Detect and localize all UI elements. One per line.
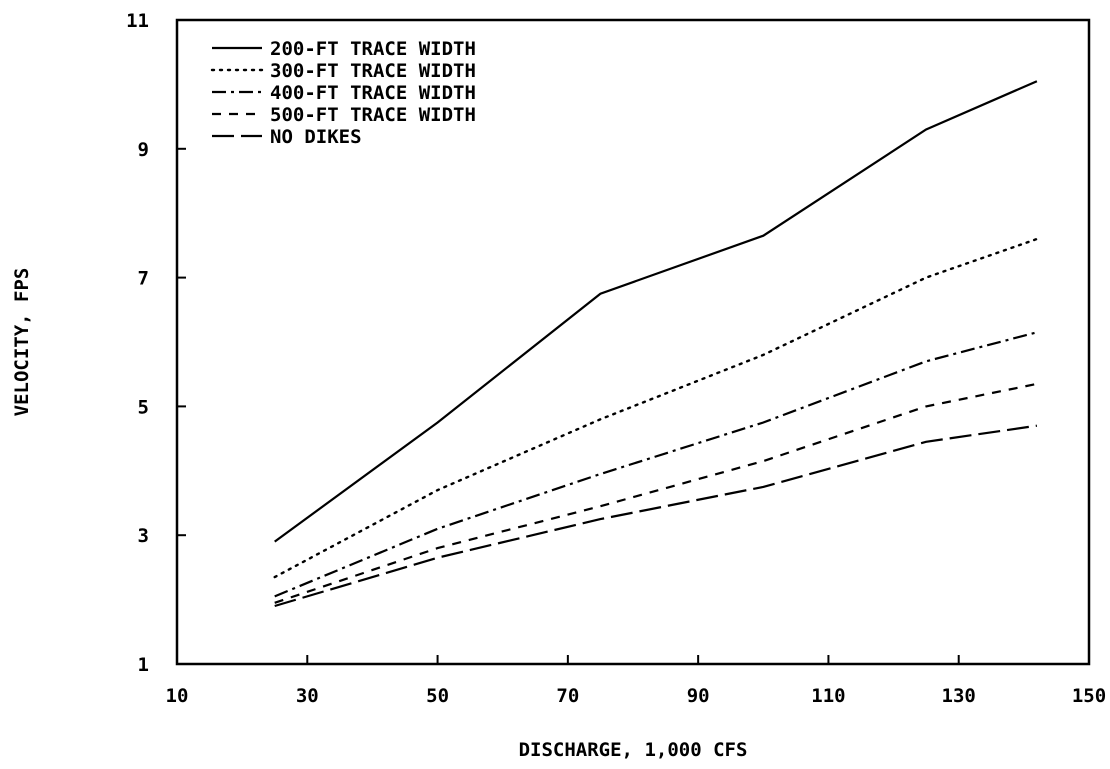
y-axis-title: VELOCITY, FPS — [11, 268, 33, 417]
legend-label: NO DIKES — [270, 126, 362, 148]
x-tick-label: 30 — [296, 685, 319, 707]
y-tick-label: 1 — [138, 654, 149, 676]
series-line-3 — [274, 331, 1038, 598]
x-tick-label: 10 — [166, 685, 189, 707]
series-line-2 — [273, 237, 1039, 579]
legend-label: 500-FT TRACE WIDTH — [270, 104, 476, 126]
series-line-5 — [274, 424, 1038, 608]
y-tick-label: 7 — [138, 268, 149, 290]
plot-frame — [175, 18, 1091, 666]
y-tick-label: 11 — [126, 10, 149, 32]
y-tick-label: 5 — [138, 396, 149, 418]
series-line-1 — [274, 80, 1038, 543]
legend-label: 300-FT TRACE WIDTH — [270, 60, 476, 82]
x-tick-label: 130 — [942, 685, 976, 707]
legend-label: 200-FT TRACE WIDTH — [270, 38, 476, 60]
x-axis-title: DISCHARGE, 1,000 CFS — [519, 739, 748, 761]
x-tick-label: 50 — [426, 685, 449, 707]
x-tick-label: 150 — [1072, 685, 1106, 707]
x-tick-label: 90 — [687, 685, 710, 707]
series-line-4 — [274, 382, 1038, 604]
y-axis-ticks: 1 3 5 7 9 11 — [126, 10, 186, 676]
x-tick-label: 70 — [556, 685, 579, 707]
x-tick-label: 110 — [811, 685, 845, 707]
y-tick-label: 9 — [138, 139, 149, 161]
legend-label: 400-FT TRACE WIDTH — [270, 82, 476, 104]
series-lines — [273, 80, 1039, 608]
y-tick-label: 3 — [138, 525, 149, 547]
x-axis-ticks: 10 30 50 70 90 110 130 150 — [166, 655, 1106, 707]
